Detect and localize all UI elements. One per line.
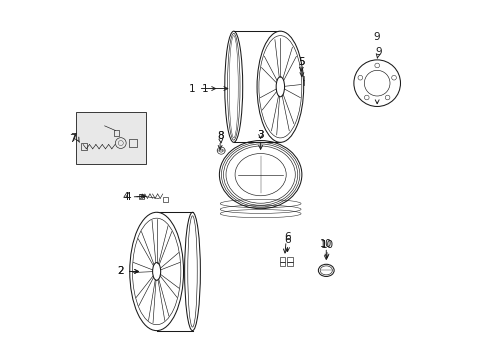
- Bar: [76, 112, 145, 164]
- Text: 5: 5: [298, 57, 305, 67]
- Text: 10: 10: [320, 239, 332, 249]
- Text: 10: 10: [320, 240, 333, 250]
- Text: 9: 9: [373, 32, 380, 41]
- Text: 5: 5: [298, 57, 305, 67]
- Text: 4: 4: [124, 192, 145, 202]
- Text: 6: 6: [284, 235, 290, 245]
- Ellipse shape: [235, 153, 285, 196]
- Text: 6: 6: [284, 232, 290, 242]
- Text: 8: 8: [216, 131, 223, 141]
- Text: 4: 4: [122, 192, 143, 202]
- Ellipse shape: [118, 140, 123, 145]
- Text: 1: 1: [189, 84, 215, 94]
- Text: 7: 7: [69, 134, 76, 144]
- Text: 8: 8: [216, 131, 223, 141]
- Text: 3: 3: [257, 130, 264, 140]
- Text: 3: 3: [257, 130, 264, 140]
- Text: 2: 2: [117, 266, 138, 276]
- Text: 2: 2: [117, 266, 138, 276]
- Text: 1: 1: [202, 84, 227, 94]
- Text: 7: 7: [70, 133, 76, 143]
- Text: 9: 9: [375, 47, 382, 57]
- Ellipse shape: [129, 212, 183, 330]
- Ellipse shape: [257, 31, 303, 142]
